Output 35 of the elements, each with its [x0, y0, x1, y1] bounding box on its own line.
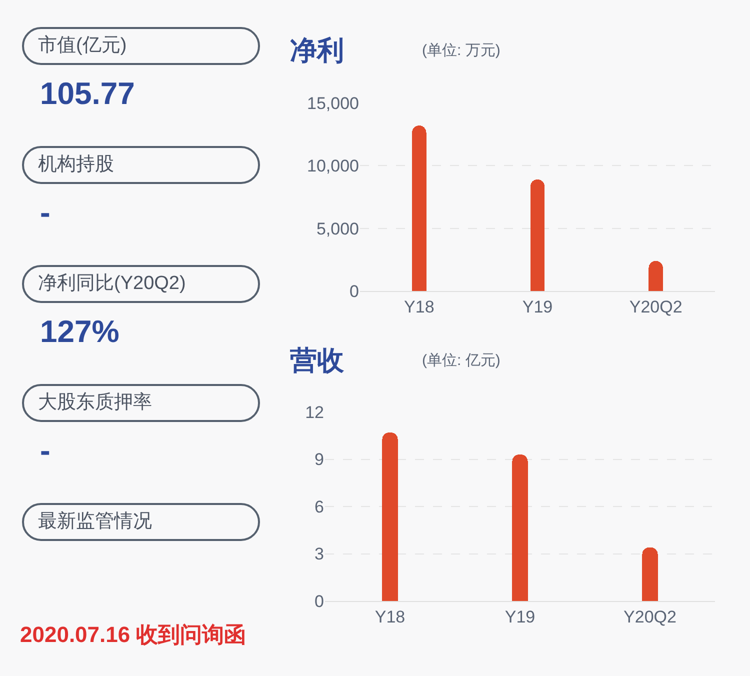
chart-subtitle: (单位: 万元) [422, 42, 500, 59]
y-tick-label: 0 [350, 282, 359, 301]
text: - [40, 433, 50, 469]
y-tick-label: 9 [314, 450, 324, 470]
y-tick-label: 6 [314, 497, 324, 516]
text: 127% [40, 314, 120, 350]
x-tick-label: Y20Q2 [629, 297, 682, 316]
chart-subtitle: (单位: 亿元) [422, 352, 500, 369]
y-tick-label: 3 [314, 544, 324, 564]
bar [648, 260, 663, 291]
bar [530, 179, 545, 291]
chart-title: 营收 [289, 345, 345, 376]
x-tick-label: Y20Q2 [624, 607, 676, 626]
bar [512, 454, 528, 601]
bar [642, 547, 658, 601]
y-tick-label: 0 [314, 592, 324, 611]
text: - [40, 195, 50, 231]
x-tick-label: Y19 [504, 607, 536, 626]
x-tick-label: Y18 [404, 297, 434, 316]
text: 机构持股 [22, 146, 260, 184]
text: 最新监管情况 [22, 503, 260, 541]
text: 105.77 [40, 76, 135, 112]
y-tick-label: 5,000 [316, 219, 359, 238]
text: 净利同比(Y20Q2) [22, 265, 260, 303]
bar [412, 126, 426, 291]
x-tick-label: Y19 [522, 297, 553, 316]
bar [382, 432, 398, 601]
text: 2020.07.16 收到问询函 [20, 621, 246, 649]
x-tick-label: Y18 [374, 607, 406, 626]
chart-title: 净利 [290, 35, 344, 66]
y-tick-label: 12 [305, 402, 324, 422]
text: 市值(亿元) [22, 27, 260, 65]
y-tick-label: 10,000 [307, 156, 359, 176]
y-tick-label: 15,000 [307, 94, 359, 113]
text: 大股东质押率 [22, 384, 260, 422]
